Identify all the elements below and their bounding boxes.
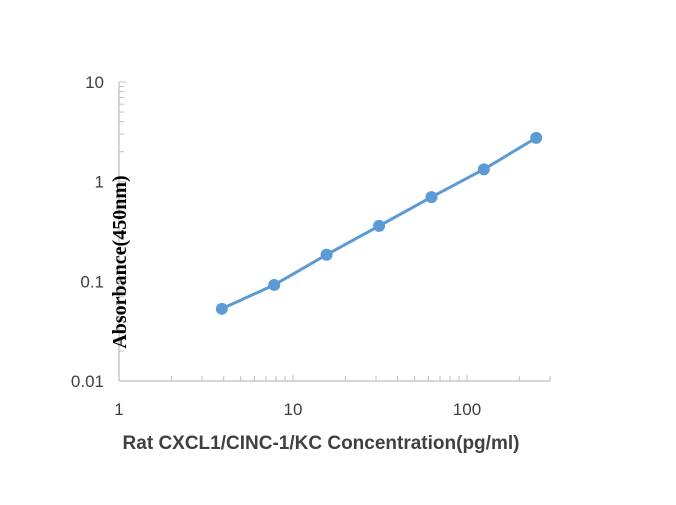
tick-labels: 1 10 100 0.01 0.1 1 10	[71, 73, 481, 419]
x-tick-label: 100	[453, 400, 481, 419]
x-tick-label: 1	[114, 400, 123, 419]
series-layer	[215, 131, 543, 315]
y-axis-title: Absorbance(450nm)	[109, 175, 131, 348]
y-tick-label: 10	[85, 73, 104, 92]
x-axis-title: Rat CXCL1/CINC-1/KC Concentration(pg/ml)	[123, 433, 520, 454]
y-tick-label: 0.1	[80, 272, 104, 291]
y-tick-label: 1	[95, 173, 104, 192]
x-tick-label: 10	[284, 400, 303, 419]
y-tick-label: 0.01	[71, 372, 104, 391]
data-point	[268, 278, 281, 291]
data-point	[425, 191, 438, 204]
axes	[118, 81, 551, 382]
data-point	[320, 248, 333, 261]
data-point	[215, 302, 228, 315]
data-point	[530, 131, 543, 144]
data-point	[477, 163, 490, 176]
data-point	[373, 219, 386, 232]
